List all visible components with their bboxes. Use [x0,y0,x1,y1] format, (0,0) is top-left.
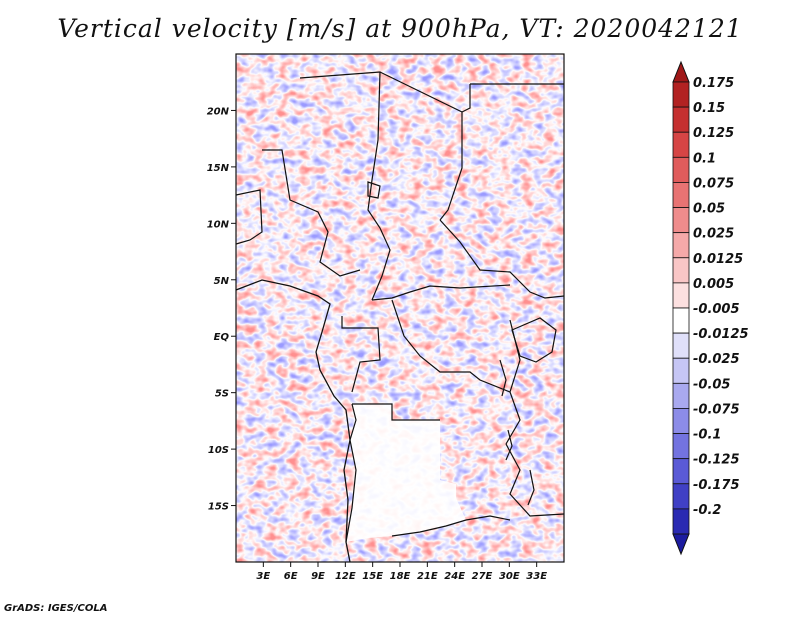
colorbar-label: -0.0125 [693,327,749,342]
colorbar-label: -0.2 [693,503,721,518]
colorbar-swatch [672,182,690,208]
map-title: Vertical velocity [m/s] at 900hPa, VT: 2… [57,14,743,43]
lon-tick-label: 9E [311,571,325,582]
lon-tick-label: 15E [362,571,383,582]
colorbar-label: 0.075 [693,176,734,191]
colorbar: 0.175 0.15 0.125 0.1 0.075 0.05 0.025 0.0125 0.0… [672,60,749,556]
colorbar-label: -0.025 [693,352,740,367]
colorbar-label: 0.05 [693,202,725,217]
lat-tick-label: EQ [214,332,230,343]
colorbar-label: -0.075 [693,402,740,417]
angola-blank-area [346,404,466,542]
colorbar-label: 0.025 [693,227,734,242]
lon-tick-label: 6E [284,571,298,582]
latitude-axis: 20N 15N 10N 5N EQ 5S 10S 15S [207,106,236,513]
colorbar-swatch [672,408,690,434]
colorbar-swatch [672,307,690,334]
colorbar-label: 0.15 [693,101,725,116]
lon-tick-label: 30E [499,571,520,582]
colorbar-swatch [672,106,690,133]
colorbar-swatch [672,508,690,535]
lon-tick-label: 24E [444,571,465,582]
colorbar-swatch [672,483,690,510]
lat-tick-label: 15N [207,163,230,174]
lat-tick-label: 5N [214,276,230,287]
lon-tick-label: 27E [472,571,493,582]
lon-tick-label: 21E [417,571,438,582]
lon-tick-label: 3E [256,571,270,582]
lat-tick-label: 10S [208,445,229,456]
colorbar-swatch [672,257,690,284]
colorbar-label: -0.175 [693,478,740,493]
country-borders [236,71,564,543]
lakes [367,181,557,506]
lat-tick-label: 5S [215,389,229,400]
lat-tick-label: 10N [207,219,230,230]
grads-credit: GrADS: IGES/COLA [4,603,108,614]
colorbar-label: -0.05 [693,377,730,392]
colorbar-bottom-arrow [672,533,690,556]
colorbar-swatch [672,207,690,234]
lon-tick-label: 33E [526,571,547,582]
longitude-axis: 3E 6E 9E 12E 15E 18E 21E 24E 27E 30E 33E [256,562,547,582]
colorbar-swatch [672,131,690,158]
colorbar-swatch [672,458,690,485]
colorbar-label: -0.125 [693,453,740,468]
colorbar-label: -0.1 [693,428,721,443]
lon-tick-label: 18E [390,571,411,582]
colorbar-label: 0.1 [693,151,716,166]
colorbar-label: 0.175 [693,76,734,91]
colorbar-label: 0.005 [693,277,734,292]
colorbar-top-arrow [672,60,690,83]
colorbar-label: 0.0125 [693,252,743,267]
colorbar-swatch [672,81,690,108]
lat-tick-label: 20N [207,106,230,117]
colorbar-swatch [672,156,690,183]
colorbar-swatch [672,433,690,460]
lat-tick-label: 15S [208,502,229,513]
lon-tick-label: 12E [335,571,356,582]
velocity-field [236,54,564,562]
colorbar-swatch [672,332,690,359]
colorbar-swatch [672,232,690,259]
colorbar-swatch [672,382,690,409]
coastline [236,279,351,562]
colorbar-swatch [672,357,690,384]
colorbar-label: -0.005 [693,302,740,317]
colorbar-swatch [672,282,690,309]
colorbar-label: 0.125 [693,126,734,141]
